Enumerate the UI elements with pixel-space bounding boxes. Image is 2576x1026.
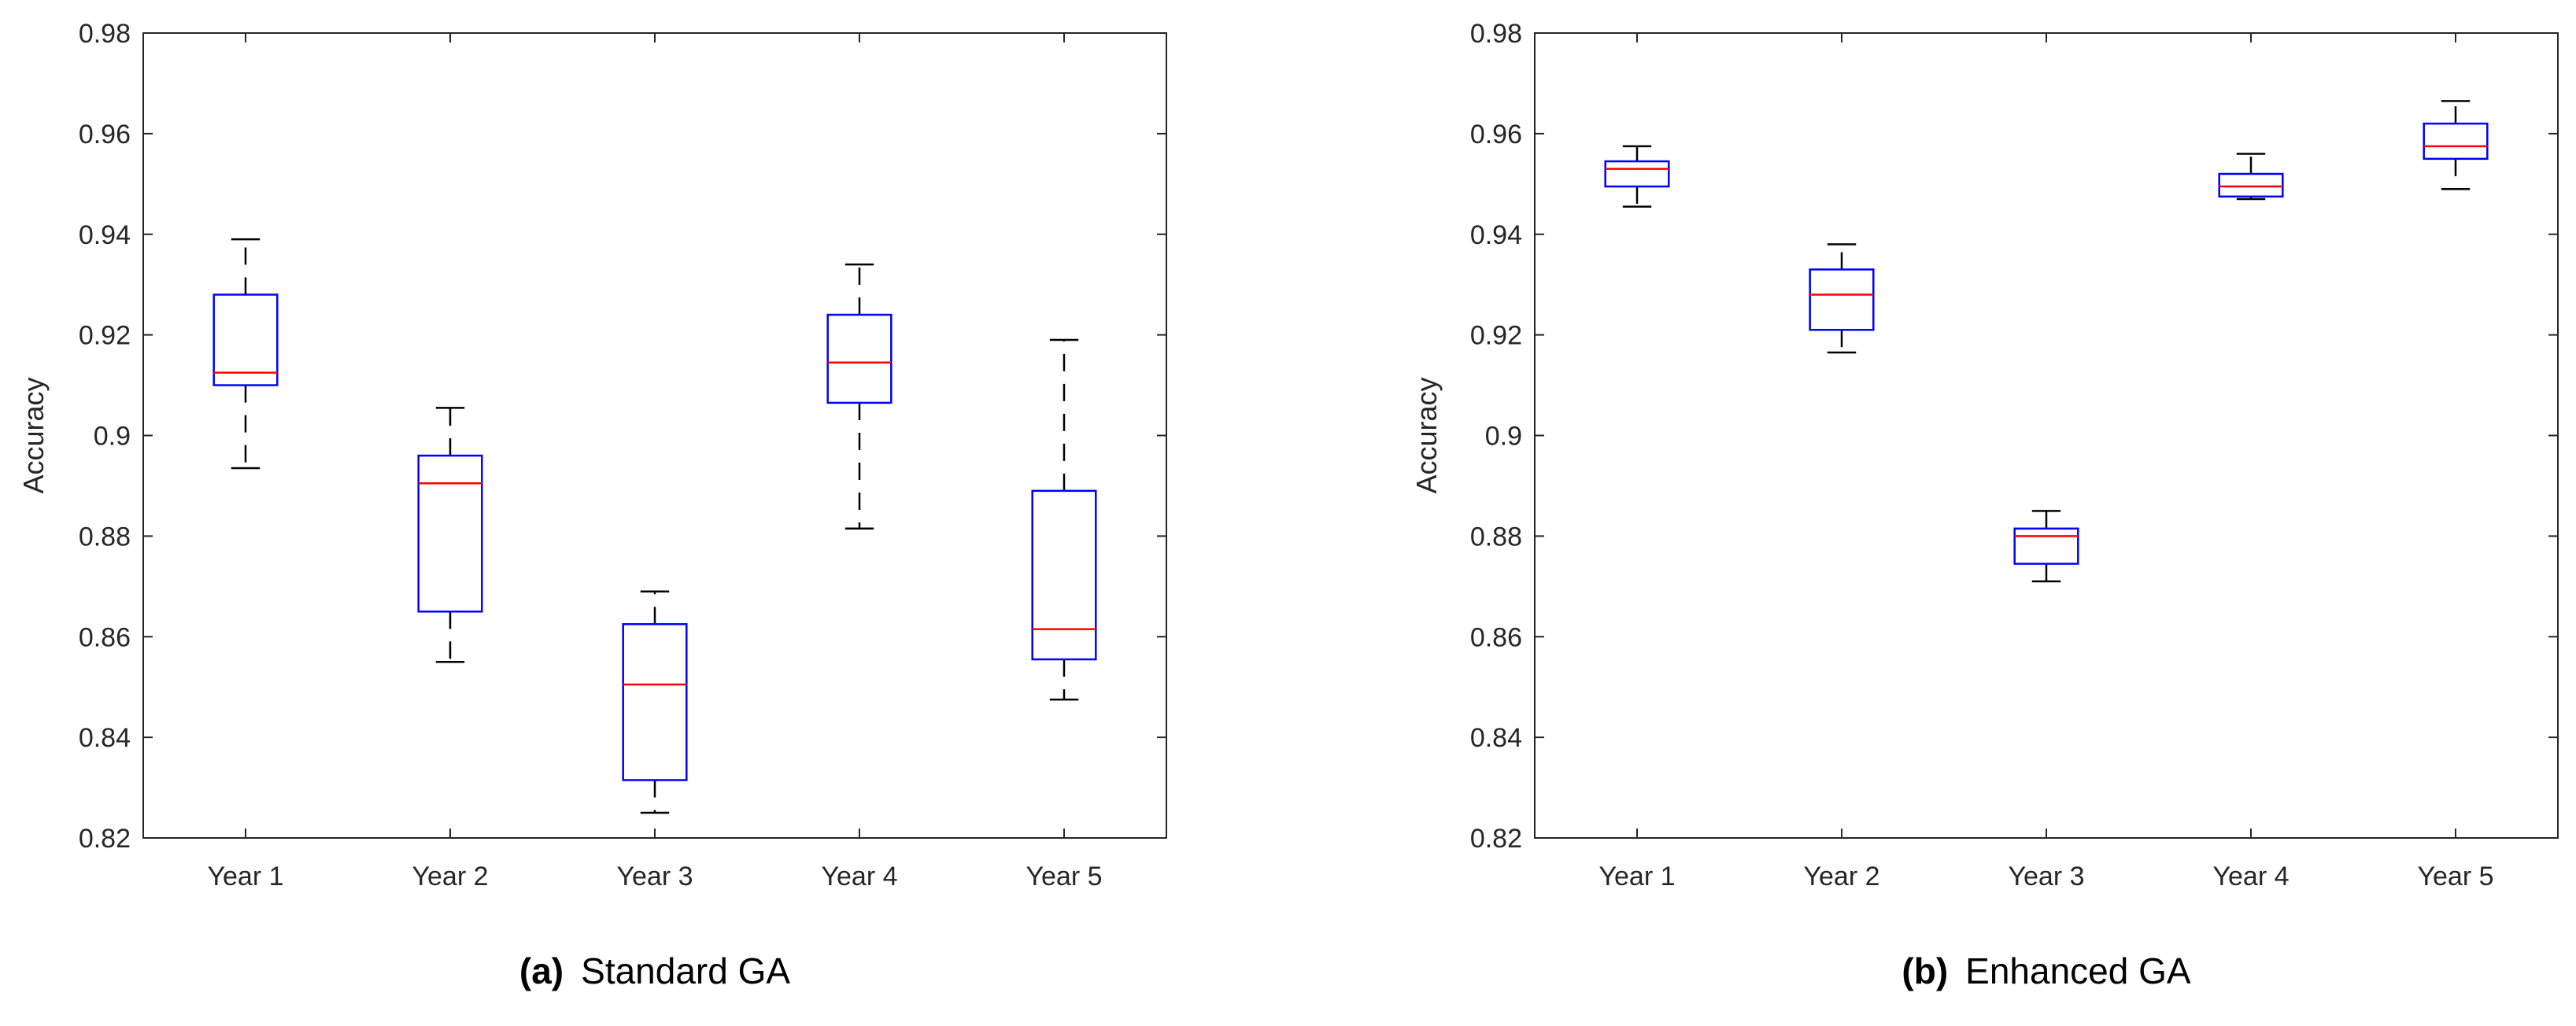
- x-tick-label: Year 1: [1598, 862, 1675, 891]
- x-tick-label: Year 3: [616, 862, 693, 891]
- x-tick-label: Year 2: [1803, 862, 1879, 891]
- y-tick-label: 0.98: [1470, 19, 1522, 49]
- x-tick-label: Year 4: [821, 862, 897, 891]
- panel-enhanced-ga: 0.82 0.84 0.86 0.88 0.9 0.92 0.94 0.96 0.98 Year …: [1410, 19, 2559, 991]
- y-axis-label: Accuracy: [1410, 377, 1443, 493]
- box-iqr: [2013, 527, 2079, 565]
- plot-frame: [1534, 32, 2559, 839]
- panel-caption: (b) Enhanced GA: [1902, 950, 2190, 991]
- box-iqr: [417, 454, 483, 613]
- y-tick-label: 0.92: [79, 321, 131, 351]
- y-axis-label: Accuracy: [17, 377, 50, 493]
- x-tick-label: Year 3: [2008, 862, 2084, 891]
- x-tick-label: Year 1: [207, 862, 283, 891]
- box-iqr: [1604, 160, 1670, 188]
- y-tick-label: 0.84: [79, 723, 131, 753]
- x-tick-label: Year 5: [2417, 862, 2493, 891]
- y-tick-label: 0.88: [1470, 522, 1522, 552]
- plot-frame: [142, 32, 1167, 839]
- box-iqr: [2218, 172, 2284, 198]
- box-iqr: [1809, 268, 1875, 331]
- y-tick-label: 0.86: [1470, 622, 1522, 652]
- y-tick-label: 0.84: [1470, 723, 1522, 753]
- y-tick-label: 0.9: [94, 422, 131, 452]
- x-tick-label: Year 5: [1026, 862, 1102, 891]
- box-iqr: [1031, 489, 1097, 661]
- y-tick-label: 0.9: [1485, 422, 1522, 452]
- y-tick-label: 0.82: [1470, 824, 1522, 854]
- box-iqr: [826, 313, 893, 404]
- y-tick-label: 0.98: [79, 19, 131, 49]
- y-tick-label: 0.96: [1470, 120, 1522, 149]
- box-iqr: [622, 623, 688, 781]
- x-tick-label: Year 2: [412, 862, 488, 891]
- caption-text: Standard GA: [581, 950, 790, 991]
- box-iqr: [2423, 122, 2489, 161]
- box-iqr: [213, 293, 279, 386]
- y-tick-label: 0.88: [79, 522, 131, 552]
- caption-label: (a): [519, 950, 564, 991]
- y-tick-label: 0.92: [1470, 321, 1522, 351]
- y-tick-label: 0.82: [79, 824, 131, 854]
- caption-label: (b): [1902, 950, 1948, 991]
- y-tick-label: 0.86: [79, 622, 131, 652]
- x-tick-label: Year 4: [2212, 862, 2289, 891]
- y-tick-label: 0.96: [79, 120, 131, 149]
- panel-caption: (a) Standard GA: [519, 950, 790, 991]
- caption-text: Enhanced GA: [1965, 950, 2191, 991]
- panel-standard-ga: 0.82 0.84 0.86 0.88 0.9 0.92 0.94 0.96 0.98 Year …: [17, 19, 1167, 991]
- y-tick-label: 0.94: [79, 220, 131, 250]
- y-tick-label: 0.94: [1470, 220, 1522, 250]
